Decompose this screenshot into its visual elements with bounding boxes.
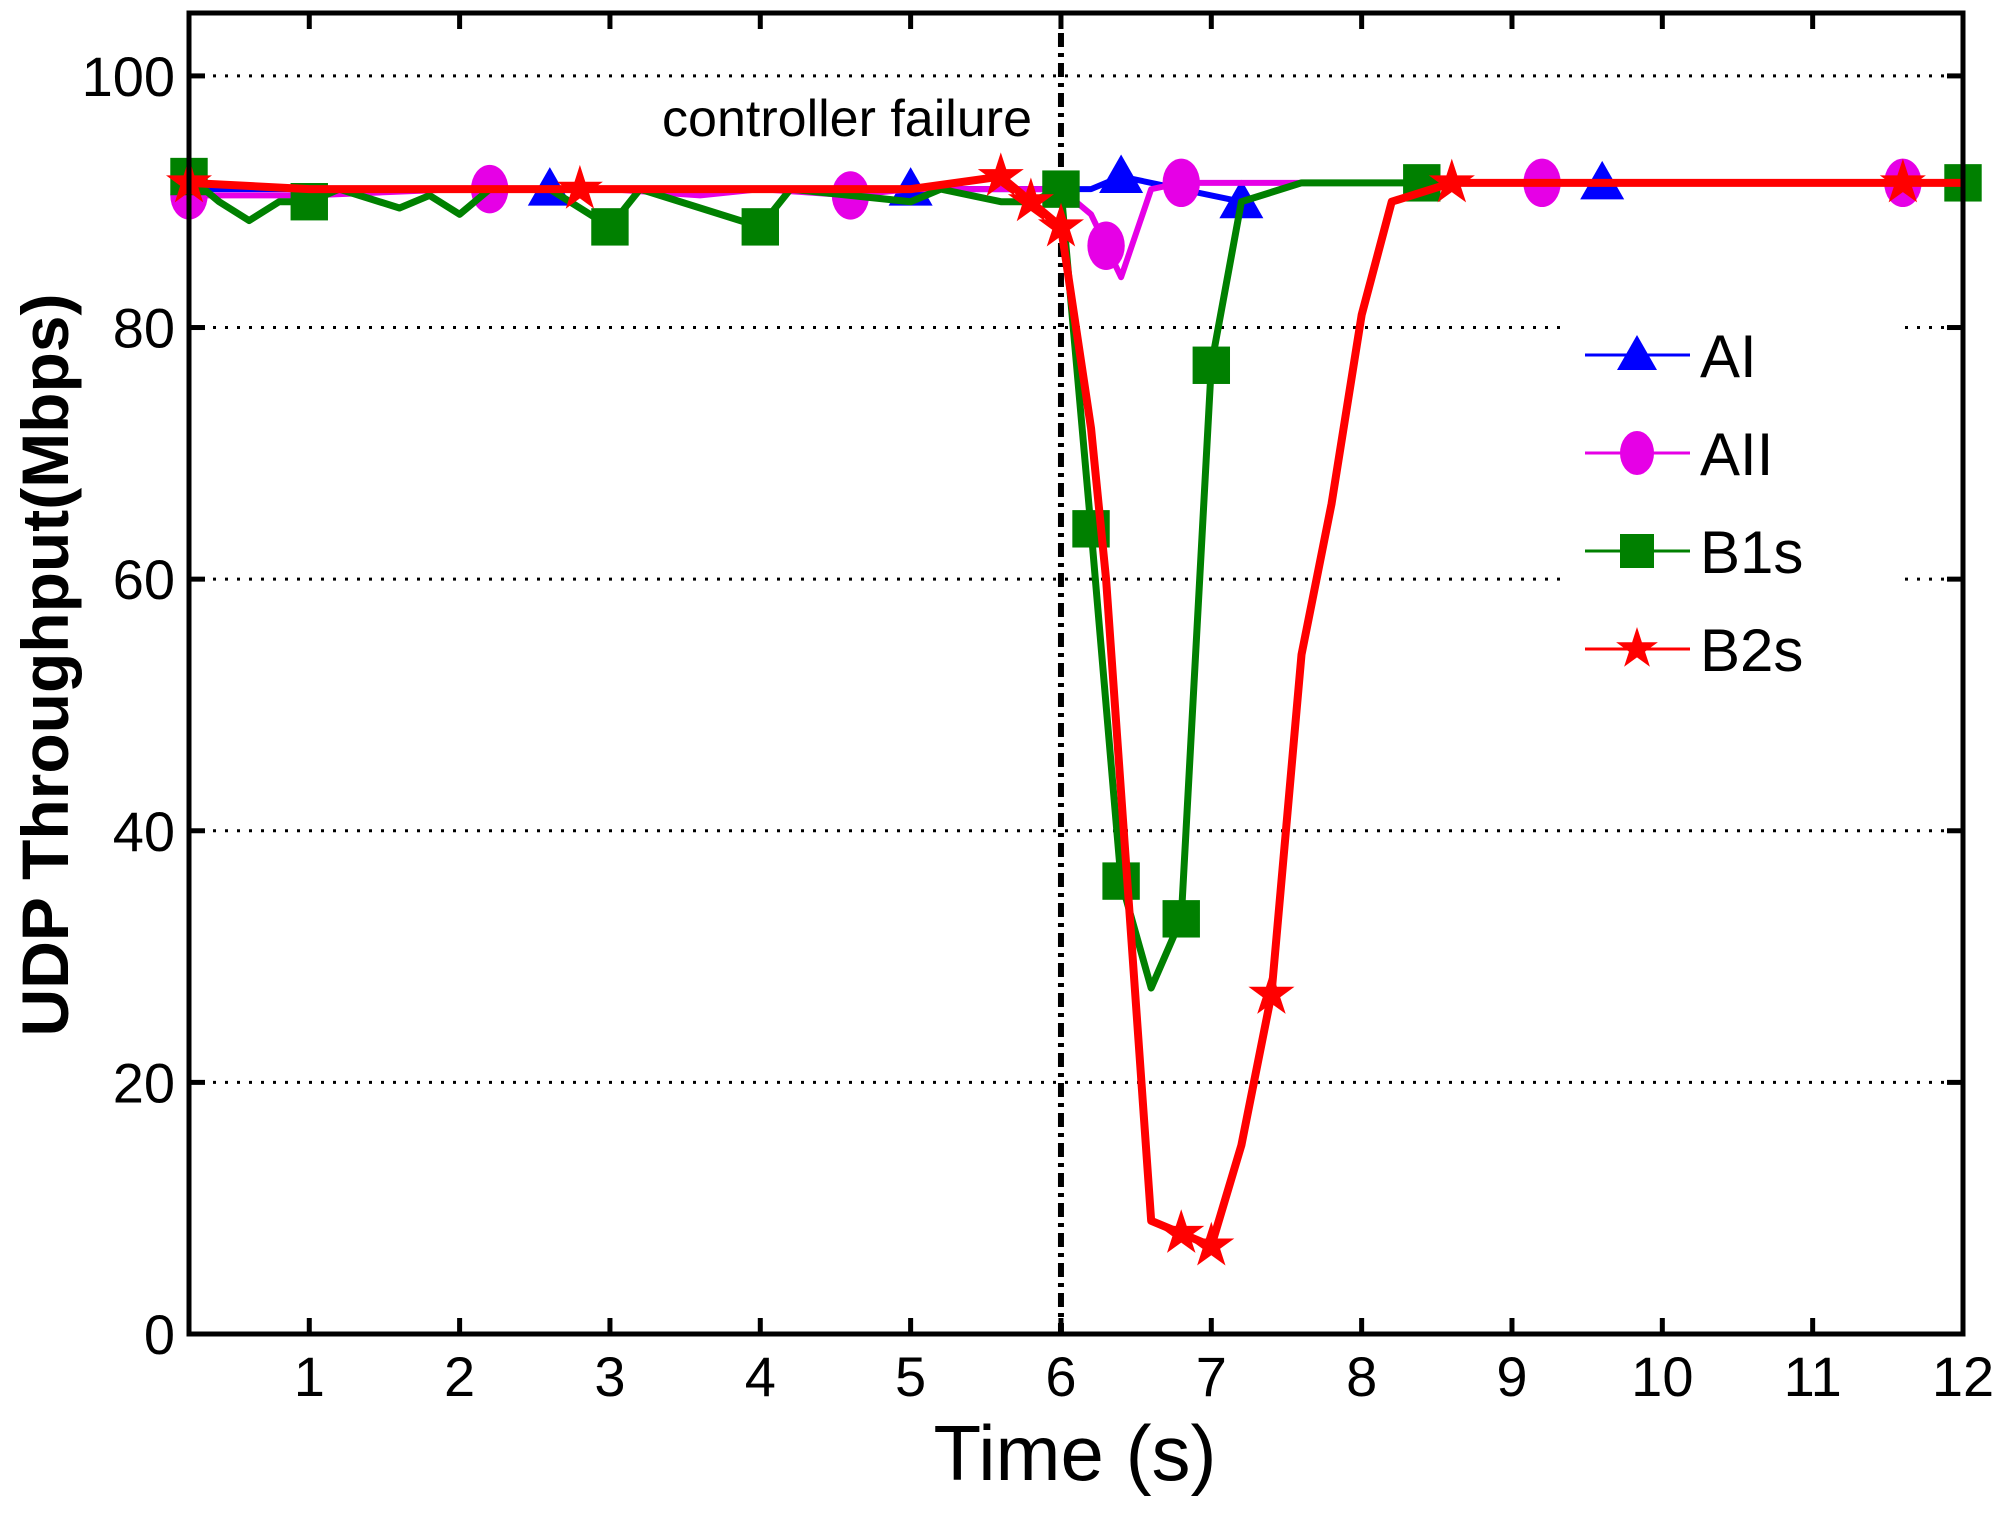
star-marker [556,164,603,209]
star-marker [1007,177,1054,222]
annotation-controller-failure: controller failure [662,90,1032,148]
legend-label-ai: AI [1700,323,1757,390]
series-line-b1s [186,173,1963,992]
x-tick-label: 12 [1932,1345,1994,1408]
legend: AI AII B1s B2s [1585,323,1803,684]
star-marker [977,152,1024,197]
x-axis-label: Time (s) [933,1409,1216,1497]
y-tick-label: 20 [113,1051,175,1114]
triangle-marker [1099,154,1144,194]
x-tick-label: 6 [1045,1345,1076,1408]
series-lines [166,152,1982,1266]
x-tick-label: 9 [1496,1345,1527,1408]
y-tick-label: 80 [113,297,175,360]
x-tick-label: 10 [1631,1345,1693,1408]
square-marker [1620,534,1654,568]
star-marker [1158,1209,1205,1253]
square-marker [1192,346,1231,384]
plot-frame [186,10,1966,1337]
square-marker [1042,170,1080,208]
x-tick-label: 11 [1784,1345,1842,1408]
triangle-marker [1617,335,1657,370]
legend-label-b1s: B1s [1700,519,1803,586]
y-tick-label: 60 [113,548,175,611]
circle-marker [1087,221,1125,270]
circle-marker [1162,158,1200,208]
y-axis-label: UDP Throughput(Mbps) [8,294,82,1037]
star-marker [1038,202,1084,247]
x-tick-label: 3 [594,1345,625,1408]
y-tick-label: 0 [144,1303,175,1366]
star-marker [1248,970,1295,1014]
square-marker [741,208,779,246]
x-tick-label: 7 [1196,1345,1227,1408]
star-marker [1428,158,1475,203]
star-marker [1188,1221,1235,1266]
x-tick-label: 5 [895,1345,926,1408]
star-marker [1879,158,1926,203]
y-tick-label: 40 [113,800,175,863]
square-marker [1162,900,1200,938]
x-tick-label: 4 [745,1345,776,1408]
circle-marker [1620,431,1654,475]
x-tick-label: 1 [294,1345,325,1408]
square-marker [591,208,629,246]
square-marker [1102,862,1140,900]
x-tick-label: 8 [1346,1345,1377,1408]
star-marker [1616,627,1658,667]
legend-label-aii: AII [1700,421,1773,488]
legend-box [1560,295,1905,715]
x-tick-label: 2 [444,1345,475,1408]
y-tick-label: 100 [82,45,175,108]
series-b1s [170,157,1982,992]
legend-label-b2s: B2s [1700,617,1803,684]
